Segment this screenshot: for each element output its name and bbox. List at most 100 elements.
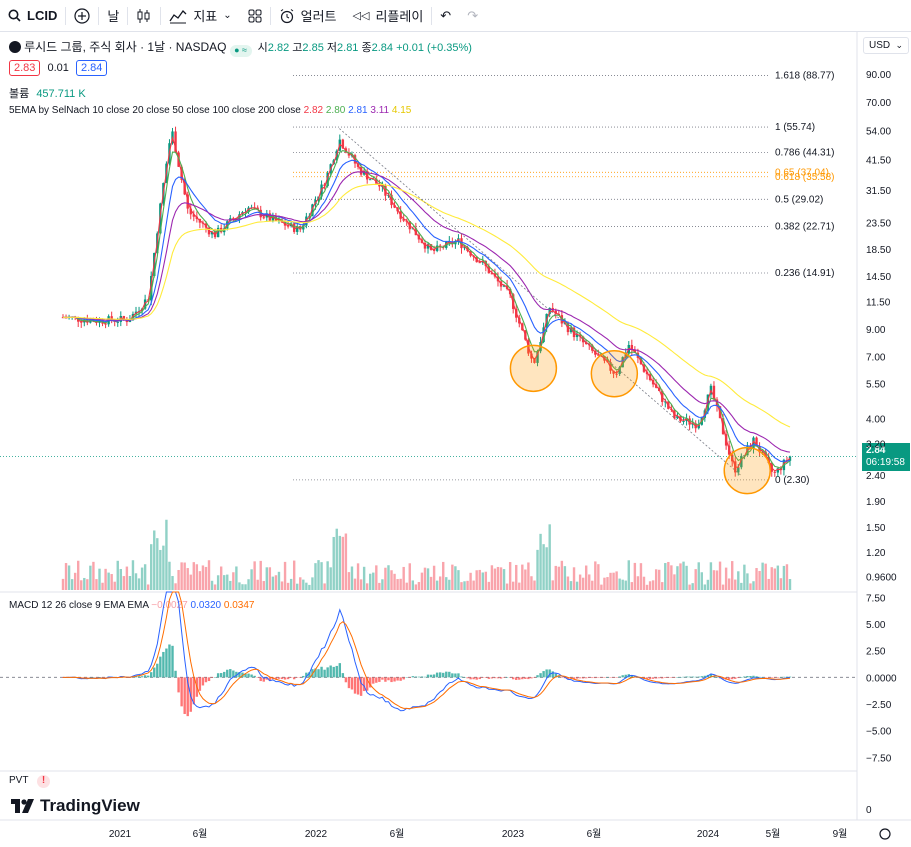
macd-histogram-bar [314,668,317,678]
volume-bar [226,574,229,590]
macd-histogram-bar [204,677,208,683]
volume-bar [755,568,758,590]
interval-button[interactable]: 날 [99,0,127,31]
macd-histogram-bar [232,670,235,678]
indicators-button[interactable]: 지표 ⌄ [161,0,239,31]
ema-legend: 5EMA by SelNach 10 close 20 close 50 clo… [9,105,411,116]
volume-bar [472,580,475,590]
undo-icon: ↶ [440,7,452,23]
ema10-value: 2.82 [303,105,324,116]
ema-label: 5EMA by SelNach 10 close 20 close 50 clo… [9,105,301,116]
volume-bar [478,569,481,590]
volume-bar [326,561,329,590]
volume-bar [423,567,427,590]
search-icon [8,9,21,22]
volume-bar [283,561,287,590]
symbol-search[interactable]: LCID [0,0,65,31]
volume-bar [277,571,281,590]
candle-body [664,401,667,403]
macd-histogram-bar [661,677,664,679]
macd-histogram-bar [679,677,682,678]
volume-bar [299,577,302,590]
macd-histogram-bar [676,677,679,678]
macd-histogram-bar [137,676,141,678]
bid-chip[interactable]: 2.83 [9,60,41,76]
candle-body [262,217,265,219]
ask-chip[interactable]: 2.84 [75,60,108,76]
volume-bar [776,565,780,590]
redo-button[interactable]: ↷ [459,0,486,31]
replay-button[interactable]: ◁◁ 리플레이 [345,0,432,31]
pvt-label: PVT [9,775,29,786]
candle-body [691,423,694,425]
volume-bar [232,572,235,590]
volume-bar [493,568,497,590]
candle-body [697,424,700,429]
macd-histogram-bar [159,656,162,678]
macd-histogram-bar [566,677,570,680]
macd-histogram-bar [734,677,737,679]
price-tick-label: 31.50 [866,186,891,197]
volume-bar [201,565,205,590]
macd-histogram-bar [396,677,399,681]
alert-button[interactable]: 얼러트 [271,0,345,31]
volume-bar [600,584,603,590]
candle-body [341,139,345,149]
signal-line-value: 0.0347 [223,600,255,611]
macd-histogram-bar [548,669,551,678]
macd-histogram-bar [703,675,707,678]
volume-bar [569,581,573,590]
compare-button[interactable] [66,0,98,31]
macd-histogram-bar [308,672,311,678]
market-status-icon: ● ≈ [229,45,252,57]
signal-line [62,591,791,710]
volume-bar [731,561,734,590]
volume-bar [86,579,89,590]
macd-histogram-bar [752,675,755,678]
fib-level-label: 0.5 (29.02) [775,194,823,205]
candle-body [490,273,494,275]
candle-body [536,351,539,363]
candle-body [776,468,780,473]
candles-icon [137,8,150,23]
macd-histogram-bar [253,675,256,678]
volume-bar [162,545,165,590]
currency-selector[interactable]: USD ⌄ [863,37,909,54]
undo-button[interactable]: ↶ [432,0,459,31]
volume-bar [235,566,238,590]
macd-histogram-bar [478,677,481,680]
candle-body [752,437,755,449]
macd-histogram-bar [721,677,725,680]
volume-bar [642,576,646,590]
macd-histogram-bar [101,677,104,678]
macd-histogram-bar [219,673,223,678]
macd-histogram-bar [247,673,250,678]
brand-name: TradingView [40,796,140,815]
candle-body [302,225,305,230]
ema10-line [62,135,791,472]
macd-histogram-bar [581,677,585,679]
macd-histogram-bar [375,677,378,683]
candle-body [463,247,466,249]
gear-icon[interactable] [879,828,891,840]
candle-body [502,285,506,287]
chart-type-button[interactable] [128,0,160,31]
macd-histogram-bar [773,677,776,678]
chart-canvas[interactable]: 90.00 70.00 54.00 41.50 31.50 23.50 18.50 14.50… [0,31,911,847]
volume-bar [563,566,567,590]
macd-histogram-bar [682,676,685,678]
volume-bar [588,574,591,590]
close-label: 종 [361,42,372,54]
macd-histogram-bar [454,673,457,678]
macd-tick-label: −5.00 [866,727,892,738]
macd-tick-label: 7.50 [866,593,886,604]
macd-histogram-bar [740,677,743,678]
volume-bar [238,582,241,590]
candle-body [755,437,758,447]
macd-histogram-bar [238,672,241,678]
volume-bar [727,578,731,590]
bar-countdown: 06:19:58 [866,457,905,468]
layouts-button[interactable] [240,0,270,31]
volume-bar [362,566,366,590]
volume-bar [365,583,369,590]
